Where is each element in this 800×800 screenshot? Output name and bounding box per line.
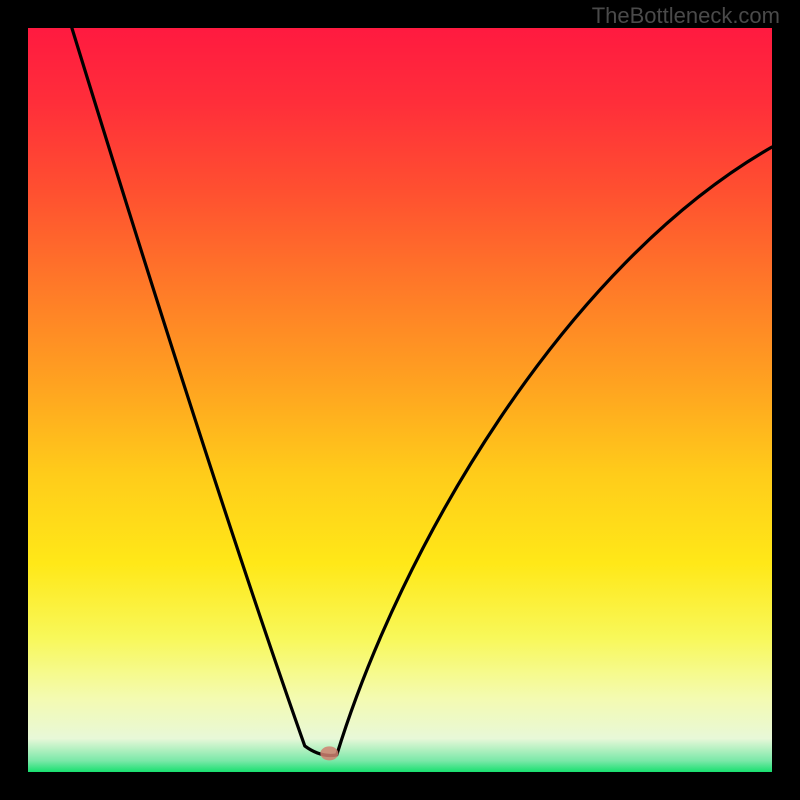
chart-frame: TheBottleneck.com [0, 0, 800, 800]
outer-border [0, 0, 800, 800]
optimum-marker [320, 746, 338, 760]
watermark-text: TheBottleneck.com [592, 3, 780, 29]
bottleneck-curve [72, 28, 772, 755]
plot-background [28, 28, 772, 772]
chart-svg [0, 0, 800, 800]
